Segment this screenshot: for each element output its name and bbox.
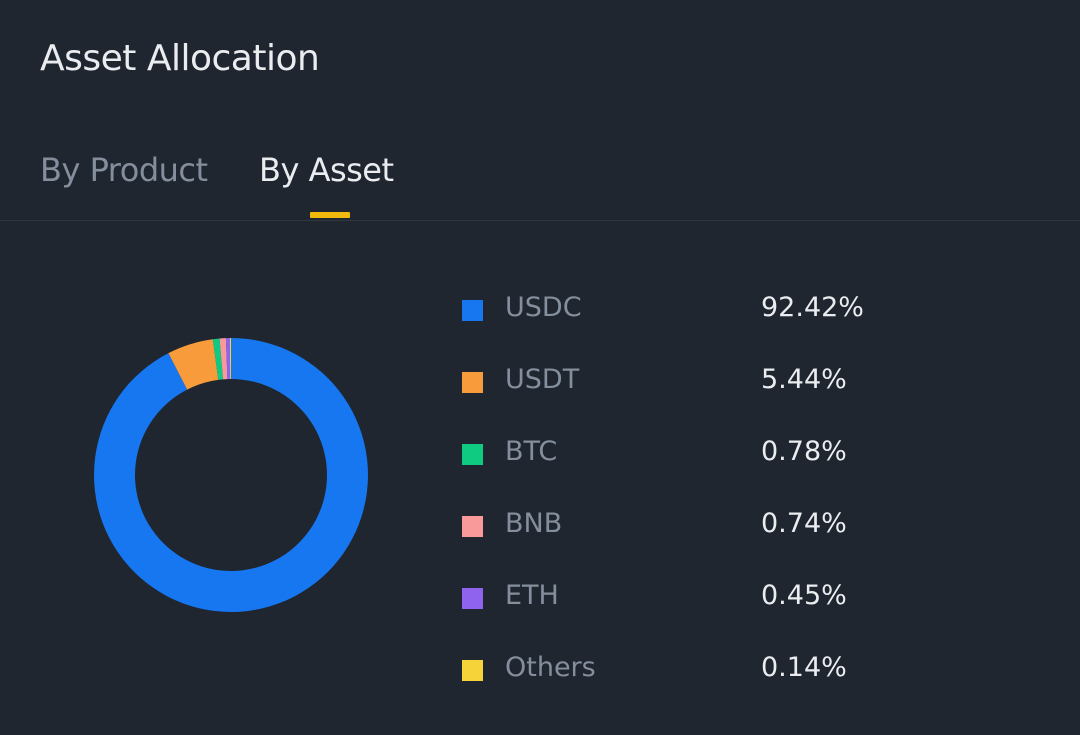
- legend-swatch: [462, 588, 483, 609]
- donut-chart: [93, 338, 368, 612]
- tab-by-asset[interactable]: By Asset: [259, 151, 394, 189]
- legend-value: 5.44%: [761, 364, 847, 395]
- legend-value: 0.14%: [761, 652, 847, 683]
- legend-label: BTC: [505, 436, 558, 467]
- legend-value: 0.45%: [761, 580, 847, 611]
- legend-swatch: [462, 372, 483, 393]
- legend-label: BNB: [505, 508, 563, 539]
- tab-by-product[interactable]: By Product: [40, 151, 208, 189]
- legend-swatch: [462, 516, 483, 537]
- legend-label: Others: [505, 652, 596, 683]
- legend-label: ETH: [505, 580, 559, 611]
- legend-swatch: [462, 660, 483, 681]
- legend-swatch: [462, 444, 483, 465]
- donut-slice-eth: [225, 338, 231, 380]
- legend-label: USDT: [505, 364, 580, 395]
- legend-swatch: [462, 300, 483, 321]
- donut-slice-bnb: [219, 338, 228, 380]
- legend-label: USDC: [505, 292, 582, 323]
- legend-value: 0.74%: [761, 508, 847, 539]
- divider: [0, 220, 1080, 221]
- donut-slice-btc: [212, 338, 223, 380]
- active-tab-indicator: [310, 212, 350, 218]
- donut-slice-usdc: [93, 338, 368, 612]
- legend-value: 0.78%: [761, 436, 847, 467]
- page-title: Asset Allocation: [40, 38, 320, 79]
- donut-slice-usdt: [168, 339, 219, 390]
- legend-value: 92.42%: [761, 292, 864, 323]
- donut-slice-others: [229, 338, 231, 380]
